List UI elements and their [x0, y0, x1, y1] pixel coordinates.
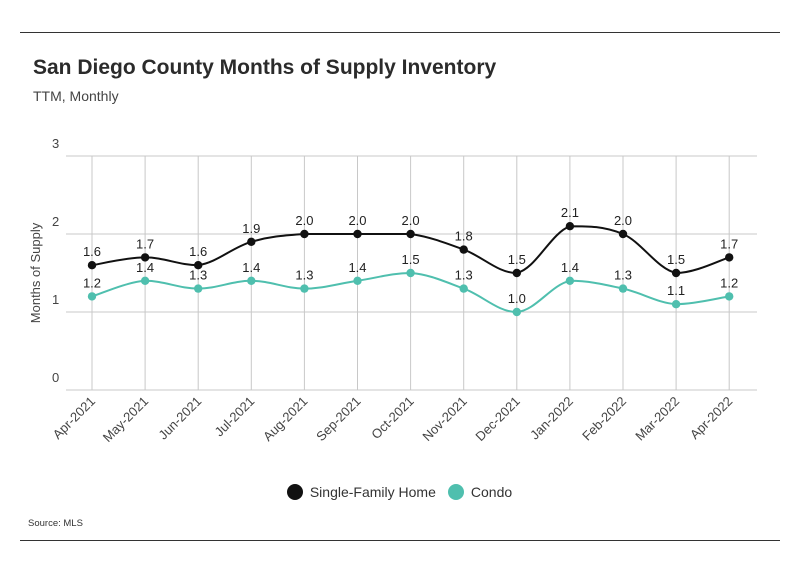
point-condo [194, 284, 203, 293]
legend-label: Single-Family Home [309, 484, 436, 500]
x-tick-label: Sep-2021 [313, 394, 363, 444]
x-tick-label: Mar-2022 [632, 394, 682, 444]
data-label-condo: 1.3 [295, 268, 313, 283]
data-label-single-family-home: 2.0 [402, 213, 420, 228]
point-single-family-home [618, 229, 628, 239]
data-labels: 1.6 1.7 1.6 1.9 2.0 2.0 2.0 1.8 1.5 2.1 2.0 1.5 1.7 1… [83, 205, 738, 306]
point-single-family-home [565, 222, 575, 231]
point-condo [512, 307, 521, 317]
data-label-single-family-home: 1.7 [720, 236, 738, 251]
data-label-condo: 1.4 [561, 260, 579, 275]
data-label-single-family-home: 1.6 [83, 244, 101, 259]
point-single-family-home [140, 253, 150, 262]
y-tick-label: 0 [52, 370, 59, 385]
x-tick-label: Apr-2022 [687, 394, 735, 442]
data-label-single-family-home: 2.0 [348, 213, 366, 228]
top-rule [20, 32, 780, 33]
legend: Single-Family Home Condo [0, 484, 799, 503]
point-single-family-home [459, 245, 468, 254]
x-tick-label: Jan-2022 [527, 394, 576, 443]
series-points [87, 222, 734, 317]
point-single-family-home [87, 261, 97, 270]
y-tick-label: 3 [52, 136, 59, 151]
x-tick-label: May-2021 [100, 394, 151, 445]
y-axis-title: Months of Supply [28, 222, 43, 323]
data-label-single-family-home: 1.6 [189, 244, 207, 259]
point-single-family-home [406, 229, 415, 239]
data-label-condo: 1.4 [348, 260, 366, 275]
point-condo [353, 276, 362, 285]
point-single-family-home [353, 229, 362, 239]
data-label-condo: 1.4 [136, 260, 154, 275]
point-single-family-home [194, 261, 203, 270]
data-label-condo: 1.0 [508, 291, 526, 306]
data-label-condo: 1.3 [614, 268, 632, 283]
data-label-condo: 1.3 [189, 268, 207, 283]
y-tick-label: 1 [52, 292, 59, 307]
chart-title: San Diego County Months of Supply Invent… [33, 56, 497, 79]
source-note: Source: MLS [28, 518, 83, 529]
x-tick-label: Nov-2021 [419, 394, 469, 444]
x-tick-label: Oct-2021 [368, 394, 416, 442]
legend-item-single-family-home: Single-Family Home [286, 484, 436, 500]
x-tick-label: Apr-2021 [50, 394, 98, 442]
chart-subtitle: TTM, Monthly [33, 88, 119, 104]
data-label-single-family-home: 2.0 [614, 213, 632, 228]
legend-swatch [447, 484, 464, 500]
point-single-family-home [725, 253, 734, 262]
point-single-family-home [300, 229, 309, 239]
data-label-single-family-home: 1.8 [455, 229, 473, 244]
data-label-condo: 1.4 [242, 260, 260, 275]
point-condo [459, 284, 468, 293]
legend-swatch [286, 484, 303, 500]
x-tick-label: Aug-2021 [260, 394, 310, 444]
data-label-condo: 1.3 [455, 268, 473, 283]
data-label-single-family-home: 1.5 [508, 252, 526, 267]
x-tick-label: Feb-2022 [579, 394, 629, 444]
y-tick-label: 2 [52, 214, 59, 229]
x-tick-label: Jul-2021 [212, 394, 258, 440]
point-condo [87, 292, 97, 301]
data-label-condo: 1.1 [667, 283, 685, 298]
x-tick-labels: Apr-2021 May-2021 Jun-2021 Jul-2021 Aug-2021… [50, 394, 736, 445]
bottom-rule [20, 540, 780, 541]
point-single-family-home [512, 268, 521, 278]
point-condo [140, 276, 150, 285]
data-label-single-family-home: 1.9 [242, 221, 260, 236]
data-label-single-family-home: 1.5 [667, 252, 685, 267]
x-tick-label: Dec-2021 [472, 394, 522, 444]
data-label-single-family-home: 2.1 [561, 205, 579, 220]
data-label-condo: 1.5 [402, 252, 420, 267]
data-label-condo: 1.2 [720, 275, 738, 290]
x-tick-label: Jun-2021 [155, 394, 204, 443]
point-condo [565, 276, 575, 285]
point-condo [671, 300, 681, 309]
data-label-single-family-home: 2.0 [295, 213, 313, 228]
legend-item-condo: Condo [447, 484, 513, 500]
y-tick-labels: 0 1 2 3 [52, 136, 59, 385]
point-condo [618, 284, 628, 293]
data-label-condo: 1.2 [83, 275, 101, 290]
point-single-family-home [247, 237, 256, 246]
data-label-single-family-home: 1.7 [136, 236, 154, 251]
point-condo [247, 276, 256, 285]
point-condo [406, 268, 415, 278]
gridlines [66, 155, 757, 391]
point-condo [725, 292, 734, 301]
point-single-family-home [671, 268, 681, 278]
legend-label: Condo [470, 484, 513, 500]
point-condo [300, 284, 309, 293]
